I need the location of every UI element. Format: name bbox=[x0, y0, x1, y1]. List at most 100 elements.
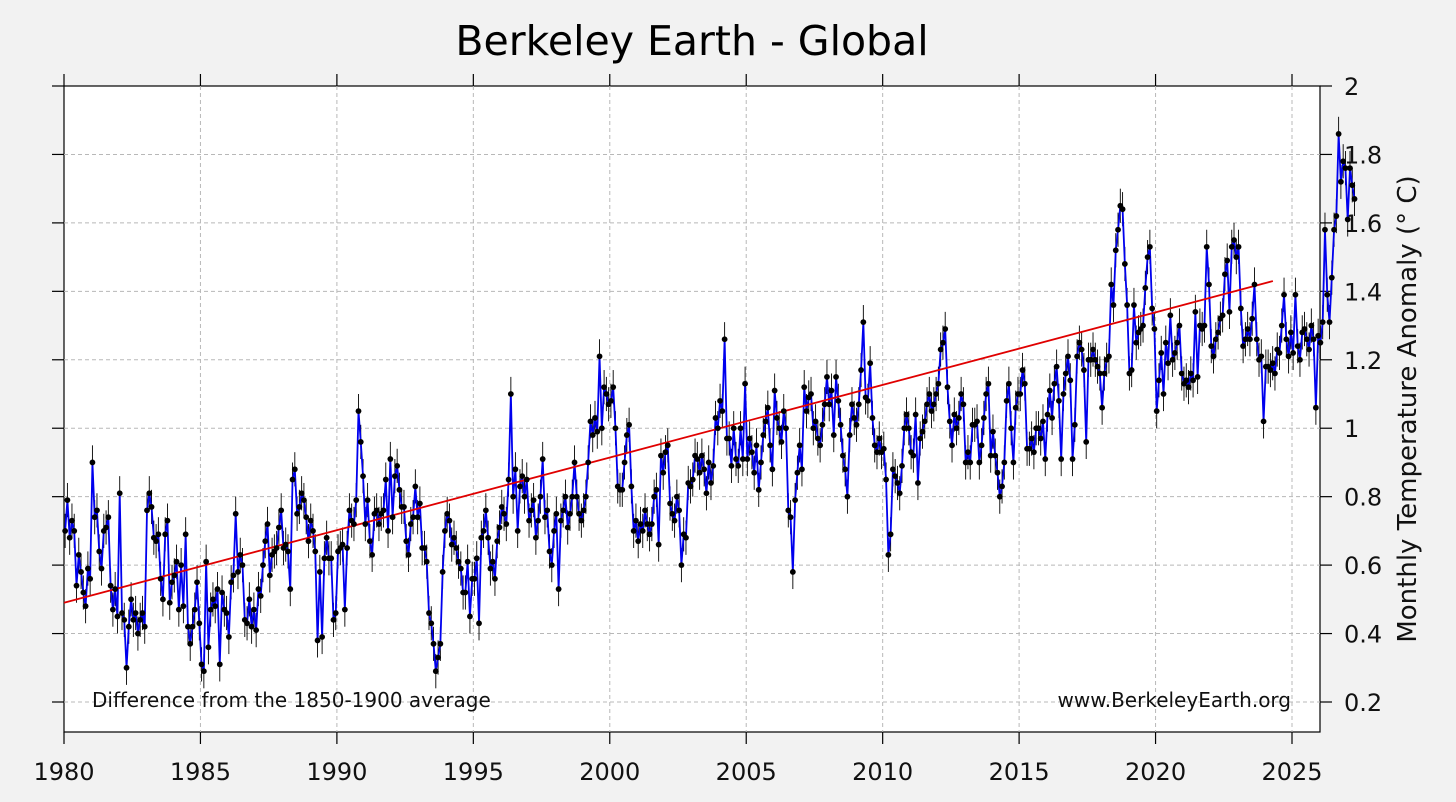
data-point bbox=[109, 606, 116, 613]
data-point bbox=[1074, 353, 1080, 360]
data-point bbox=[1290, 350, 1297, 356]
data-point bbox=[137, 616, 144, 623]
data-point bbox=[717, 397, 723, 404]
data-point bbox=[721, 336, 728, 343]
y-tick-label: 1.6 bbox=[1344, 210, 1382, 238]
data-point bbox=[298, 490, 305, 497]
data-point bbox=[239, 562, 246, 569]
data-point bbox=[994, 469, 1001, 476]
x-tick-label: 1995 bbox=[443, 758, 504, 786]
data-point bbox=[1281, 291, 1287, 298]
data-point bbox=[91, 514, 98, 521]
data-point bbox=[758, 459, 764, 466]
data-point bbox=[669, 510, 676, 517]
data-point bbox=[73, 582, 80, 589]
data-point bbox=[917, 435, 924, 442]
data-point bbox=[189, 623, 196, 630]
data-point bbox=[869, 415, 876, 421]
y-tick-label: 0.8 bbox=[1344, 484, 1382, 512]
data-point bbox=[839, 452, 846, 459]
data-point bbox=[1176, 322, 1183, 329]
data-point bbox=[858, 367, 864, 373]
chart-title: Berkeley Earth - Global bbox=[455, 17, 928, 65]
data-point bbox=[1060, 391, 1067, 397]
data-point bbox=[203, 558, 210, 565]
data-point bbox=[610, 384, 617, 391]
data-point bbox=[1324, 291, 1331, 298]
data-point bbox=[967, 459, 974, 466]
data-point bbox=[164, 517, 171, 524]
data-point bbox=[78, 569, 84, 575]
data-point bbox=[1319, 319, 1326, 326]
data-point bbox=[437, 640, 444, 647]
baseline-note: Difference from the 1850-1900 average bbox=[92, 688, 491, 712]
data-point bbox=[148, 504, 155, 510]
data-point bbox=[578, 517, 585, 524]
data-point bbox=[1146, 243, 1153, 250]
data-point bbox=[619, 486, 626, 493]
x-tick-label: 1980 bbox=[33, 758, 94, 786]
data-point bbox=[910, 452, 917, 459]
data-point bbox=[789, 569, 796, 575]
x-tick-label: 2005 bbox=[716, 758, 777, 786]
data-point bbox=[207, 606, 214, 613]
data-point bbox=[1062, 370, 1069, 377]
data-point bbox=[396, 486, 403, 493]
data-point bbox=[369, 551, 376, 558]
data-point bbox=[478, 534, 485, 541]
data-point bbox=[160, 596, 166, 603]
data-point bbox=[1344, 216, 1351, 223]
data-point bbox=[785, 507, 792, 514]
data-point bbox=[896, 490, 903, 497]
data-point bbox=[103, 524, 109, 531]
data-point bbox=[273, 545, 280, 551]
data-point bbox=[705, 459, 712, 466]
data-point bbox=[521, 493, 528, 500]
data-point bbox=[442, 527, 448, 534]
data-point bbox=[1160, 391, 1167, 397]
data-point bbox=[119, 610, 125, 616]
data-point bbox=[169, 579, 175, 586]
data-point bbox=[585, 459, 592, 466]
data-point bbox=[212, 603, 219, 610]
data-point bbox=[528, 507, 535, 514]
data-point bbox=[608, 397, 614, 404]
data-point bbox=[555, 586, 562, 592]
data-point bbox=[921, 418, 928, 425]
data-point bbox=[407, 521, 414, 527]
y-axis-label: Monthly Temperature Anomaly (° C) bbox=[1393, 175, 1423, 642]
data-point bbox=[924, 401, 930, 408]
data-point bbox=[1069, 456, 1076, 462]
data-point bbox=[1171, 350, 1178, 356]
data-point bbox=[589, 432, 596, 438]
data-point bbox=[1251, 281, 1258, 288]
data-point bbox=[144, 507, 150, 514]
data-point bbox=[435, 654, 441, 661]
data-point bbox=[503, 521, 510, 527]
data-point bbox=[837, 421, 844, 428]
data-point bbox=[517, 483, 523, 490]
data-point bbox=[1019, 367, 1026, 373]
data-point bbox=[471, 575, 478, 582]
data-point bbox=[1237, 305, 1244, 312]
data-point bbox=[355, 408, 362, 415]
data-point bbox=[130, 616, 137, 623]
data-point bbox=[662, 449, 669, 456]
data-point bbox=[919, 428, 926, 435]
data-point bbox=[1044, 411, 1051, 418]
data-point bbox=[701, 466, 708, 473]
data-point bbox=[353, 497, 360, 503]
data-point bbox=[112, 586, 119, 592]
data-point bbox=[846, 432, 853, 438]
data-point bbox=[960, 401, 967, 408]
data-point bbox=[842, 466, 849, 473]
data-point bbox=[1333, 213, 1340, 219]
y-tick-label: 0.6 bbox=[1344, 552, 1382, 580]
data-point bbox=[753, 442, 760, 449]
data-point bbox=[423, 558, 430, 565]
data-point bbox=[1292, 291, 1299, 298]
data-point bbox=[1317, 339, 1324, 346]
data-point bbox=[105, 514, 112, 521]
data-point bbox=[928, 408, 935, 415]
data-point bbox=[66, 534, 73, 541]
